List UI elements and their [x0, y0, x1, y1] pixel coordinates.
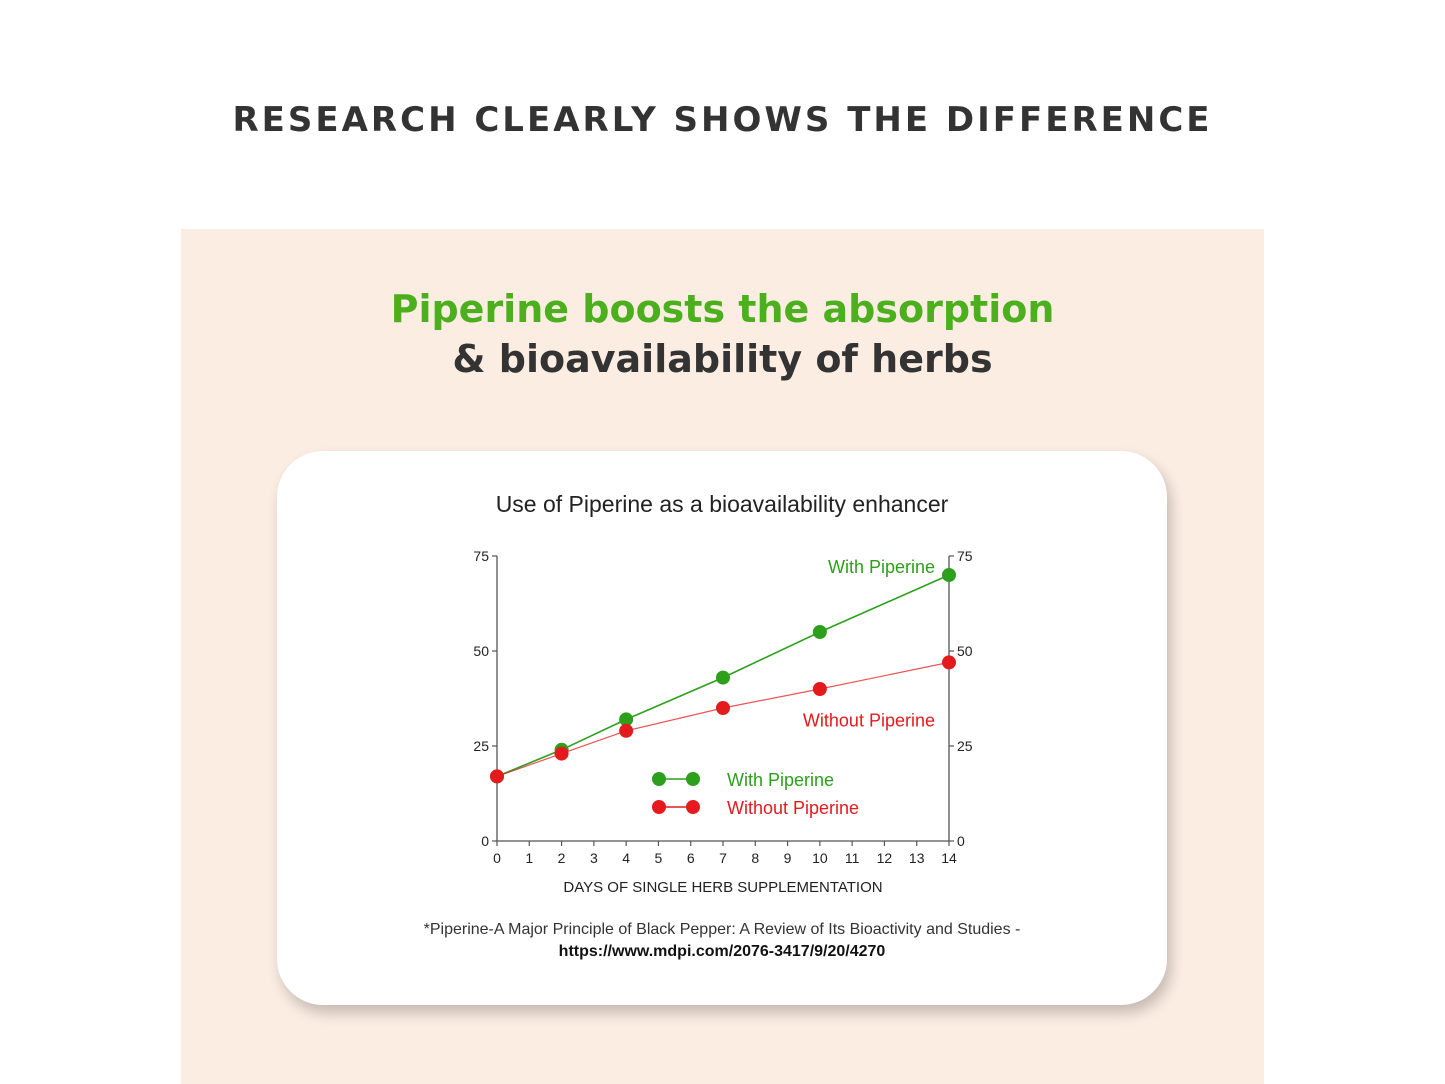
- x-tick-label: 14: [941, 850, 957, 866]
- series-line: [496, 661, 950, 777]
- data-point: [812, 625, 827, 639]
- data-point: [490, 769, 504, 784]
- citation: *Piperine-A Major Principle of Black Pep…: [277, 919, 1167, 963]
- data-point: [554, 746, 569, 761]
- legend-marker: [686, 800, 700, 814]
- citation-text: *Piperine-A Major Principle of Black Pep…: [423, 921, 1021, 938]
- y-tick-label-right: 75: [957, 548, 973, 564]
- info-panel: Piperine boosts the absorption & bioavai…: [181, 229, 1264, 1084]
- headline-dark: & bioavailability of herbs: [452, 337, 993, 381]
- x-tick-label: 2: [558, 850, 566, 866]
- data-point: [942, 655, 956, 670]
- x-tick-label: 12: [877, 850, 893, 866]
- x-tick-label: 7: [719, 850, 727, 866]
- y-tick-label-left: 0: [481, 833, 489, 849]
- x-tick-label: 10: [812, 850, 828, 866]
- citation-link[interactable]: https://www.mdpi.com/2076-3417/9/20/4270: [558, 943, 886, 960]
- data-point: [619, 712, 634, 727]
- legend-marker: [652, 800, 666, 814]
- data-point: [942, 568, 956, 582]
- x-tick-label: 1: [525, 850, 533, 866]
- y-tick-label-left: 25: [473, 738, 489, 754]
- y-tick-label-right: 50: [957, 643, 973, 659]
- annotation-with-piperine: With Piperine: [828, 557, 935, 577]
- y-tick-label-right: 0: [957, 833, 965, 849]
- series-line: [496, 574, 950, 778]
- chart-title: Use of Piperine as a bioavailability enh…: [495, 491, 949, 517]
- x-tick-label: 13: [909, 850, 925, 866]
- x-axis-label: DAYS OF SINGLE HERB SUPPLEMENTATION: [563, 879, 882, 896]
- x-tick-label: 0: [493, 850, 501, 866]
- annotation-without-piperine: Without Piperine: [803, 710, 935, 730]
- y-tick-label-left: 50: [473, 643, 489, 659]
- legend-label: With Piperine: [727, 770, 834, 790]
- x-tick-label: 9: [784, 850, 792, 866]
- data-point: [716, 670, 730, 685]
- legend-marker: [686, 772, 700, 786]
- legend-marker: [652, 772, 666, 786]
- chart-card: 0 0 25 25 50 50 75 75 0 1 2 3 4 5 6 7 8 9 10 11 12 13 14 DAYS O…: [277, 451, 1167, 1005]
- data-point: [619, 723, 634, 738]
- x-tick-label: 11: [845, 850, 860, 866]
- x-tick-label: 3: [590, 850, 598, 866]
- legend-label: Without Piperine: [727, 798, 859, 818]
- x-tick-label: 4: [622, 850, 630, 866]
- y-tick-label-right: 25: [957, 738, 973, 754]
- data-point: [812, 682, 827, 696]
- x-tick-label: 5: [655, 850, 663, 866]
- y-tick-label-left: 75: [473, 548, 489, 564]
- x-tick-label: 6: [687, 850, 695, 866]
- x-tick-label: 8: [751, 850, 759, 866]
- page-heading: RESEARCH CLEARLY SHOWS THE DIFFERENCE: [232, 100, 1213, 140]
- headline-green: Piperine boosts the absorption: [390, 287, 1055, 331]
- data-point: [716, 701, 730, 715]
